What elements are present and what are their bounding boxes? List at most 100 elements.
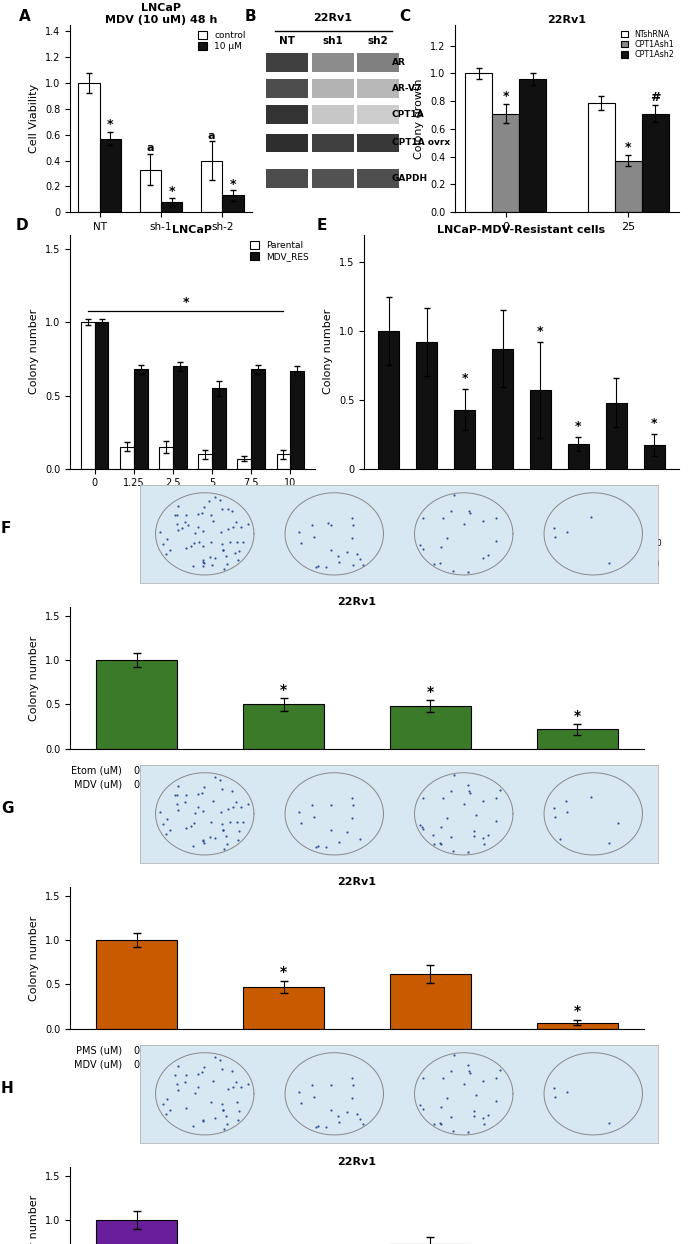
Text: 22Rv1: 22Rv1 — [313, 12, 352, 22]
Point — [463, 1122, 474, 1142]
Point — [223, 519, 234, 539]
Point — [220, 1106, 231, 1126]
Point — [237, 812, 248, 832]
Point — [549, 1087, 560, 1107]
Point — [354, 830, 365, 850]
Point — [207, 791, 218, 811]
Point — [243, 1075, 254, 1095]
Point — [434, 1113, 445, 1133]
Title: LNCaP
MDV (10 uM) 48 h: LNCaP MDV (10 uM) 48 h — [105, 4, 217, 25]
Bar — [266, 106, 308, 124]
Point — [204, 547, 216, 567]
Text: 150: 150 — [533, 539, 548, 549]
Point — [326, 820, 337, 840]
Point — [320, 837, 331, 857]
Point — [172, 1080, 183, 1100]
Text: 0: 0 — [462, 560, 467, 569]
Text: *: * — [651, 418, 657, 430]
Text: 0: 0 — [595, 539, 600, 549]
Text: 150: 150 — [646, 539, 662, 549]
Bar — [390, 707, 471, 749]
Text: 0: 0 — [652, 496, 657, 506]
Text: 0: 0 — [134, 766, 139, 776]
Point — [313, 836, 324, 856]
Point — [216, 814, 228, 833]
Text: E: E — [316, 218, 327, 233]
Text: D: D — [16, 218, 29, 233]
Point — [347, 556, 358, 576]
Point — [612, 812, 624, 832]
Bar — [78, 83, 99, 213]
Bar — [243, 704, 324, 749]
Title: 22Rv1: 22Rv1 — [337, 877, 377, 887]
Point — [188, 556, 199, 576]
Bar — [198, 454, 212, 469]
Point — [477, 1071, 489, 1091]
Point — [354, 1110, 365, 1130]
Text: AR: AR — [392, 58, 406, 67]
Text: *: * — [183, 296, 189, 310]
Point — [218, 559, 230, 578]
Bar — [99, 138, 121, 213]
Bar — [312, 133, 354, 152]
Point — [445, 1061, 456, 1081]
Point — [189, 802, 200, 822]
Point — [164, 1100, 176, 1120]
Text: 0: 0 — [439, 518, 444, 527]
Text: 0: 0 — [400, 496, 405, 506]
Point — [326, 1100, 337, 1120]
Point — [207, 511, 218, 531]
Point — [306, 515, 317, 535]
Point — [214, 1050, 225, 1070]
Point — [603, 552, 615, 572]
Point — [158, 534, 169, 554]
Bar — [357, 53, 399, 72]
Point — [179, 792, 190, 812]
Point — [482, 545, 493, 565]
Point — [232, 812, 243, 832]
Point — [332, 1106, 343, 1126]
Point — [438, 1067, 449, 1087]
Text: Rano (uM): Rano (uM) — [276, 539, 320, 549]
Point — [215, 802, 226, 822]
Point — [220, 826, 231, 846]
Point — [561, 522, 573, 542]
Point — [197, 1111, 209, 1131]
Text: *: * — [503, 90, 509, 103]
Point — [346, 807, 358, 827]
Point — [197, 801, 209, 821]
Bar — [201, 160, 223, 213]
Text: sh1: sh1 — [322, 36, 343, 46]
Point — [197, 831, 209, 851]
Point — [193, 518, 204, 537]
Text: Etom (uM): Etom (uM) — [276, 496, 320, 506]
Text: 100: 100 — [551, 496, 566, 506]
Bar — [160, 447, 173, 469]
Point — [491, 1069, 502, 1088]
Point — [209, 488, 220, 508]
Point — [447, 561, 458, 581]
Point — [491, 811, 502, 831]
Point — [172, 505, 183, 525]
Point — [326, 1075, 337, 1095]
Point — [585, 787, 596, 807]
Point — [223, 799, 234, 819]
Point — [436, 817, 447, 837]
Point — [232, 532, 243, 552]
Y-axis label: Cell Viability: Cell Viability — [29, 85, 39, 153]
Text: 0: 0 — [652, 518, 657, 527]
Point — [313, 556, 324, 576]
Point — [308, 527, 319, 547]
Bar — [537, 1023, 618, 1029]
Point — [181, 1065, 192, 1085]
Text: 0: 0 — [439, 539, 444, 549]
Point — [333, 832, 344, 852]
Point — [495, 780, 506, 800]
Point — [295, 1093, 307, 1113]
Text: 0: 0 — [634, 518, 639, 527]
Bar — [134, 369, 148, 469]
Point — [449, 765, 460, 785]
Point — [215, 522, 226, 542]
Point — [477, 829, 489, 848]
Point — [428, 835, 440, 855]
